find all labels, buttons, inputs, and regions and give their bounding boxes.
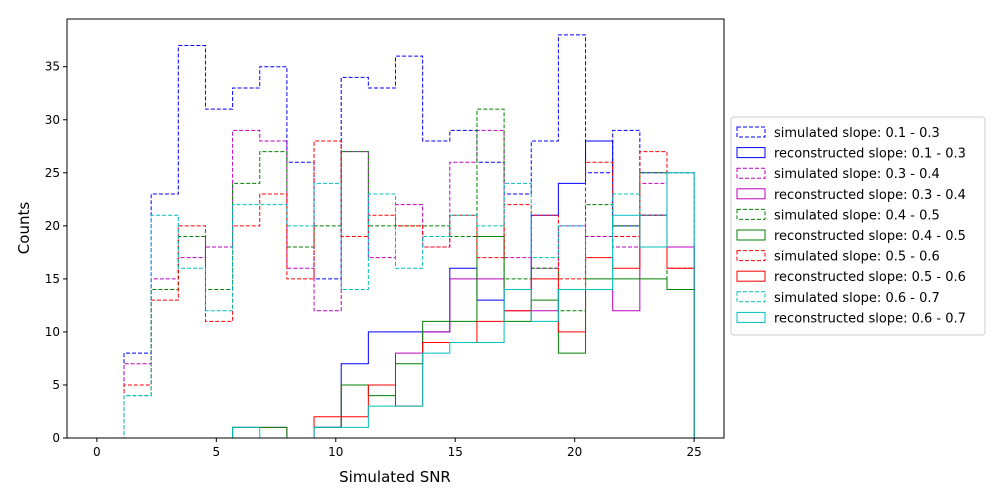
legend-swatch [736,147,766,159]
y-tick-label: 25 [45,166,60,180]
y-tick-label: 30 [45,113,60,127]
x-tick-label: 10 [328,445,343,459]
legend-swatch [736,126,766,138]
x-axis-label: Simulated SNR [339,468,451,486]
plot-frame [66,18,725,439]
legend-label: simulated slope: 0.4 - 0.5 [774,208,940,223]
legend-swatch [736,250,766,262]
x-tick-label: 5 [212,445,220,459]
y-axis-label: Counts [15,202,33,255]
legend-label: reconstructed slope: 0.1 - 0.3 [774,147,966,162]
legend-label: reconstructed slope: 0.3 - 0.4 [774,188,966,203]
legend-label: simulated slope: 0.6 - 0.7 [774,291,940,306]
legend-label: simulated slope: 0.1 - 0.3 [774,126,940,141]
legend-swatch [736,167,766,179]
legend-swatch [736,291,766,303]
legend-swatch [736,188,766,200]
y-tick-label: 35 [45,60,60,74]
y-tick-label: 10 [45,325,60,339]
legend-label: reconstructed slope: 0.6 - 0.7 [774,311,966,326]
legend-swatch [736,229,766,241]
y-tick-label: 20 [45,219,60,233]
x-tick-label: 20 [567,445,582,459]
series-simulated-0 [96,34,695,439]
legend-swatch [736,311,766,323]
series-simulated-6 [96,140,695,439]
series-reconstructed-7 [96,214,695,439]
x-tick-label: 0 [93,445,101,459]
x-axis: 0 5 10 15 20 25 [93,438,702,459]
plot-series [96,34,695,439]
y-tick-label: 15 [45,272,60,286]
y-axis: 0 5 10 15 20 25 30 35 [45,60,67,445]
legend-label: reconstructed slope: 0.5 - 0.6 [774,270,966,285]
legend-label: simulated slope: 0.3 - 0.4 [774,167,940,182]
series-reconstructed-9 [96,172,695,439]
x-tick-label: 25 [686,445,701,459]
legend-frame [730,116,986,336]
series-reconstructed-5 [96,235,695,439]
legend: simulated slope: 0.1 - 0.3 reconstructed … [730,116,986,336]
legend-label: reconstructed slope: 0.4 - 0.5 [774,229,966,244]
legend-label: simulated slope: 0.5 - 0.6 [774,250,940,265]
legend-swatch [736,270,766,282]
y-tick-label: 5 [52,378,60,392]
y-tick-label: 0 [52,431,60,445]
legend-swatch [736,208,766,220]
x-tick-label: 15 [448,445,463,459]
